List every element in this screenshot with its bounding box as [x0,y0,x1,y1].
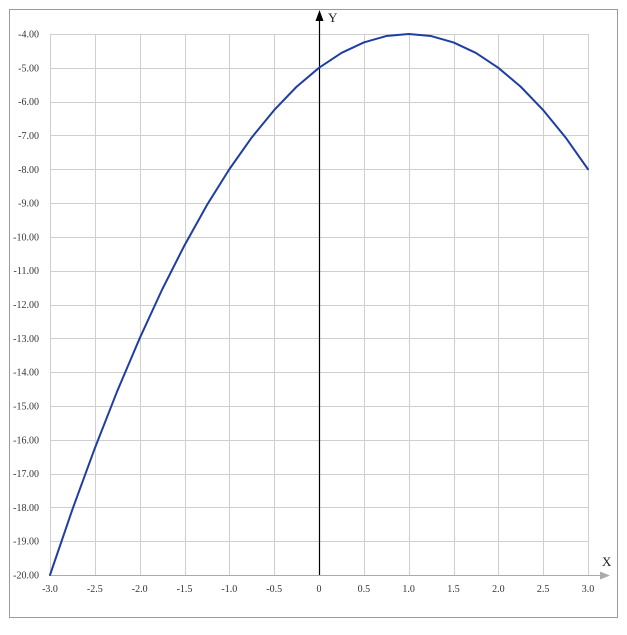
y-tick-label: -16.00 [13,435,39,446]
x-axis-arrow [600,571,610,580]
y-tick-label: -11.00 [14,266,39,277]
x-tick-label: -2.5 [87,584,103,595]
x-tick-label: -0.5 [266,584,282,595]
chart-border [9,9,618,618]
x-tick-label: 3.0 [582,584,595,595]
y-tick-label: -17.00 [13,469,39,480]
x-tick-label: 1.5 [447,584,460,595]
y-tick-label: -10.00 [13,232,39,243]
y-tick-label: -15.00 [13,401,39,412]
y-tick-label: -19.00 [13,537,39,548]
x-axis-label: X [602,554,612,569]
y-tick-label: -8.00 [18,165,39,176]
y-tick-label: -9.00 [18,199,39,210]
y-tick-label: -20.00 [13,571,39,582]
x-tick-label: 1.0 [402,584,415,595]
y-tick-label: -13.00 [13,334,39,345]
y-tick-label: -12.00 [13,300,39,311]
x-tick-label: 2.0 [492,584,505,595]
y-tick-label: -7.00 [18,131,39,142]
x-tick-label: -2.0 [132,584,148,595]
x-tick-label: 0.5 [358,584,371,595]
y-tick-label: -14.00 [13,368,39,379]
x-tick-label: 0 [317,584,322,595]
series-layer [49,33,589,576]
x-tick-label: 2.5 [537,584,550,595]
y-tick-label: -4.00 [18,30,39,41]
tick-labels: -3.0 -2.5 -2.0 -1.5 -1.0 -0.5 0 0.5 1.0 1.5 2.0 2.5… [13,30,594,596]
series-line [49,33,589,576]
x-tick-label: -1.5 [177,584,193,595]
x-tick-label: -3.0 [42,584,58,595]
y-tick-label: -6.00 [18,97,39,108]
x-tick-label: -1.0 [221,584,237,595]
y-tick-label: -5.00 [18,63,39,74]
y-axis-label: Y [328,10,338,25]
y-tick-label: -18.00 [13,503,39,514]
axes [50,10,610,580]
y-axis-arrow [315,10,324,21]
